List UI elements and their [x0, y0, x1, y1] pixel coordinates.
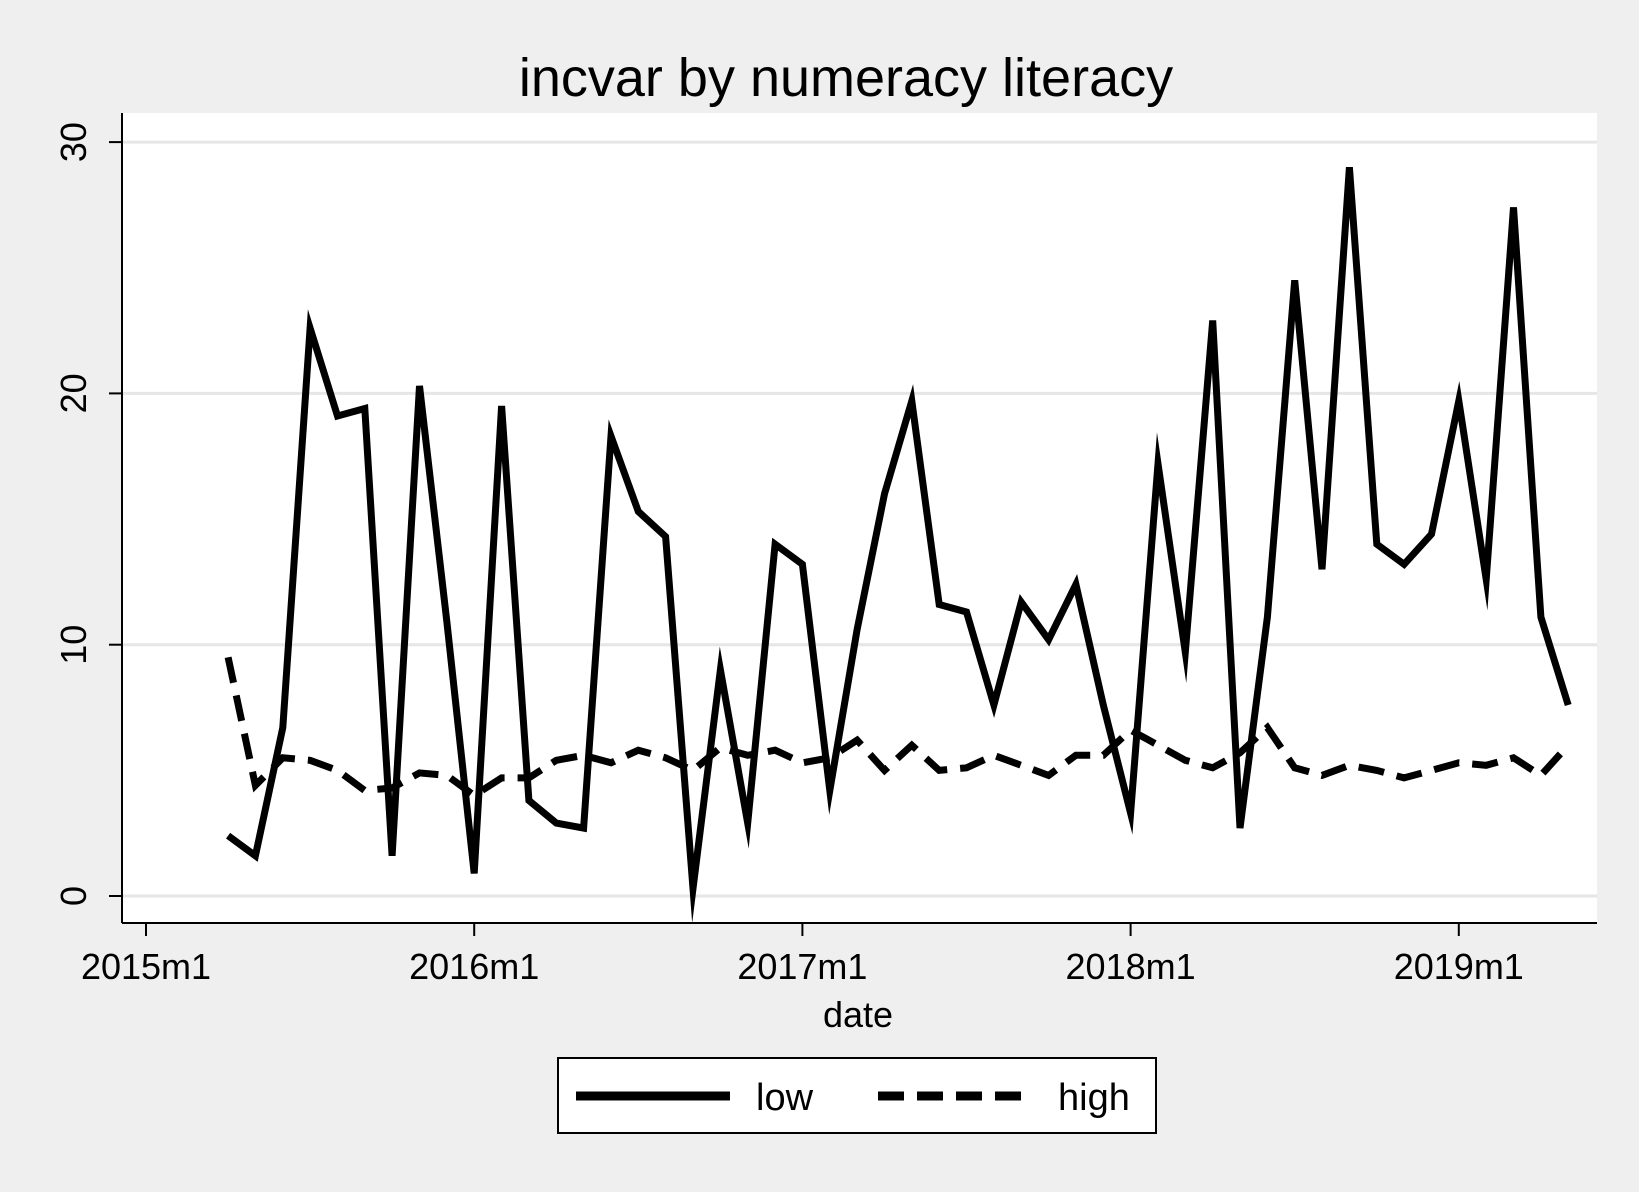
x-tick-label: 2018m1 [1066, 946, 1196, 987]
x-axis-title: date [823, 994, 893, 1035]
series-layer [224, 166, 1572, 924]
series-line-low [226, 166, 1572, 924]
x-tick-label: 2016m1 [409, 946, 539, 987]
plot-area [122, 113, 1597, 923]
chart-title: incvar by numeracy literacy [519, 48, 1173, 108]
y-tick-label: 10 [53, 625, 94, 665]
legend-label-high: high [1058, 1077, 1130, 1119]
x-tick-label: 2015m1 [81, 946, 211, 987]
x-axis-ticks: 2015m1 2016m1 2017m1 2018m1 2019m1 [81, 923, 1524, 987]
y-tick-label: 30 [53, 122, 94, 162]
x-tick-label: 2017m1 [737, 946, 867, 987]
legend-label-low: low [756, 1077, 814, 1119]
legend: low high [557, 1057, 1157, 1134]
y-tick-label: 0 [53, 886, 94, 906]
gridlines [122, 140, 1597, 898]
y-tick-label: 20 [53, 373, 94, 413]
y-axis-ticks: 0 10 20 30 [53, 122, 122, 906]
x-tick-label: 2019m1 [1394, 946, 1524, 987]
series-line-high [224, 656, 1571, 800]
